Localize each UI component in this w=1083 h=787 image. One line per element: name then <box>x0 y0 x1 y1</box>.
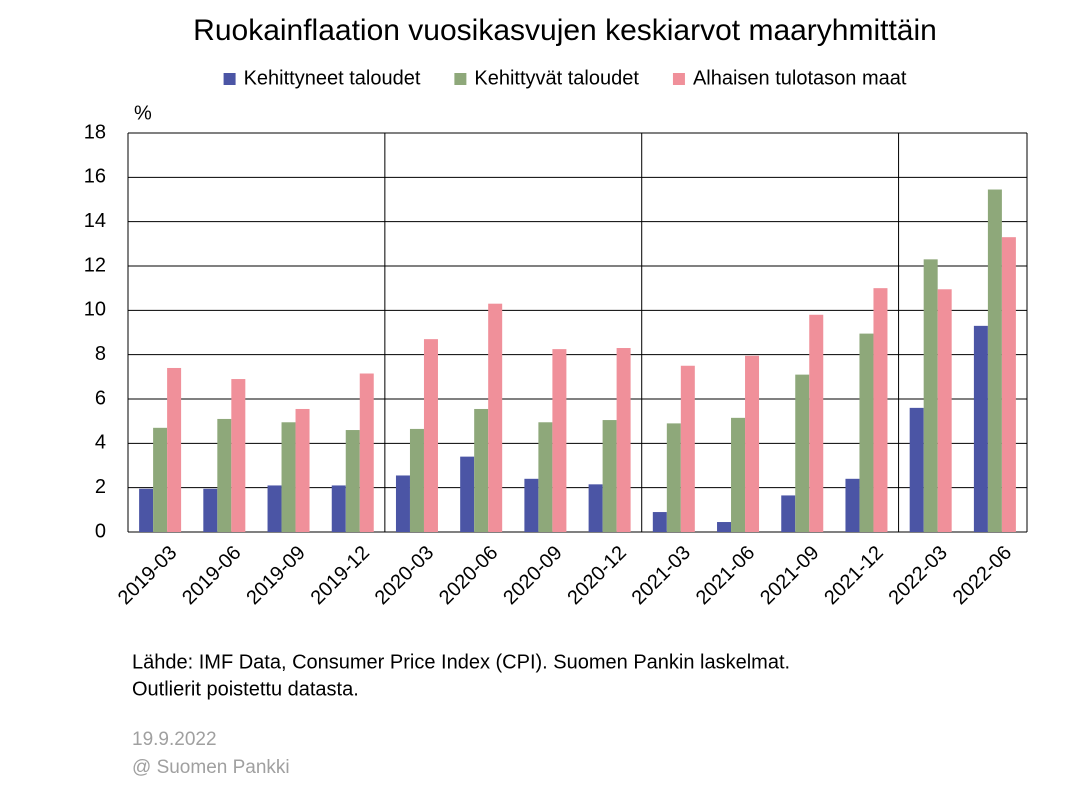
bar <box>153 427 168 532</box>
bar <box>345 430 360 532</box>
bar <box>909 407 924 532</box>
x-tick-label: 2022-06 <box>949 542 1016 609</box>
date: 19.9.2022 <box>132 729 217 750</box>
legend-swatch <box>223 73 236 85</box>
bar <box>602 420 617 532</box>
bar <box>937 289 952 532</box>
bar <box>552 349 567 532</box>
bar <box>731 417 746 532</box>
bar <box>524 478 539 532</box>
y-tick-label: 14 <box>84 210 106 232</box>
x-tick-label: 2021-06 <box>692 542 759 609</box>
y-tick-label: 8 <box>95 343 106 365</box>
bar <box>845 478 860 532</box>
y-tick-label: 10 <box>84 299 106 321</box>
y-tick-label: 0 <box>95 520 106 542</box>
bar <box>217 418 232 532</box>
bar <box>795 374 810 532</box>
bar <box>331 485 346 532</box>
bar <box>538 422 553 532</box>
bar <box>488 303 503 532</box>
copyright: @ Suomen Pankki <box>132 757 290 778</box>
bar <box>616 348 631 532</box>
source-note: Lähde: IMF Data, Consumer Price Index (C… <box>132 651 790 673</box>
bar <box>395 475 410 532</box>
x-tick-label: 2019-03 <box>114 542 181 609</box>
y-axis-unit: % <box>134 102 152 124</box>
bar <box>409 428 424 532</box>
x-tick-label: 2021-12 <box>820 542 887 609</box>
bar <box>973 325 988 532</box>
bar <box>859 333 874 532</box>
x-tick-label: 2021-03 <box>628 542 695 609</box>
bar <box>652 512 667 532</box>
bar <box>1001 237 1016 532</box>
bar <box>474 408 489 532</box>
bar <box>423 339 438 532</box>
source-note: Outlierit poistettu datasta. <box>132 678 359 700</box>
bar <box>139 488 154 532</box>
x-tick-label: 2021-09 <box>756 542 823 609</box>
bar <box>203 488 218 532</box>
x-tick-label: 2019-09 <box>242 542 309 609</box>
bar <box>359 373 374 532</box>
bar <box>460 456 475 532</box>
x-tick-label: 2020-09 <box>499 542 566 609</box>
legend-label: Kehittyneet taloudet <box>244 67 421 89</box>
y-tick-label: 6 <box>95 387 106 409</box>
legend-label: Alhaisen tulotason maat <box>693 67 907 89</box>
legend-swatch <box>454 73 467 85</box>
bar <box>809 314 824 532</box>
chart-title: Ruokainflaation vuosikasvujen keskiarvot… <box>193 14 937 47</box>
bar <box>267 485 282 532</box>
bar <box>781 495 796 532</box>
y-tick-label: 4 <box>95 432 106 454</box>
y-tick-label: 18 <box>84 121 106 143</box>
x-tick-label: 2019-06 <box>178 542 245 609</box>
bar <box>666 423 681 532</box>
y-tick-label: 2 <box>95 476 106 498</box>
bar <box>680 365 695 532</box>
y-tick-label: 16 <box>84 166 106 188</box>
y-tick-label: 12 <box>84 254 106 276</box>
x-tick-label: 2019-12 <box>307 542 374 609</box>
bar <box>281 422 296 532</box>
x-tick-label: 2020-03 <box>371 542 438 609</box>
legend-swatch <box>672 73 685 85</box>
bar <box>231 379 246 532</box>
legend-label: Kehittyvät taloudet <box>474 67 639 89</box>
x-tick-label: 2020-06 <box>435 542 502 609</box>
x-tick-label: 2020-12 <box>563 542 630 609</box>
bar <box>295 408 310 532</box>
bar <box>717 522 732 532</box>
bar <box>745 355 760 532</box>
bar <box>167 367 182 532</box>
bar <box>923 259 938 532</box>
bar <box>873 288 888 532</box>
bar <box>588 484 603 532</box>
x-tick-label: 2022-03 <box>884 542 951 609</box>
bar <box>987 189 1002 532</box>
